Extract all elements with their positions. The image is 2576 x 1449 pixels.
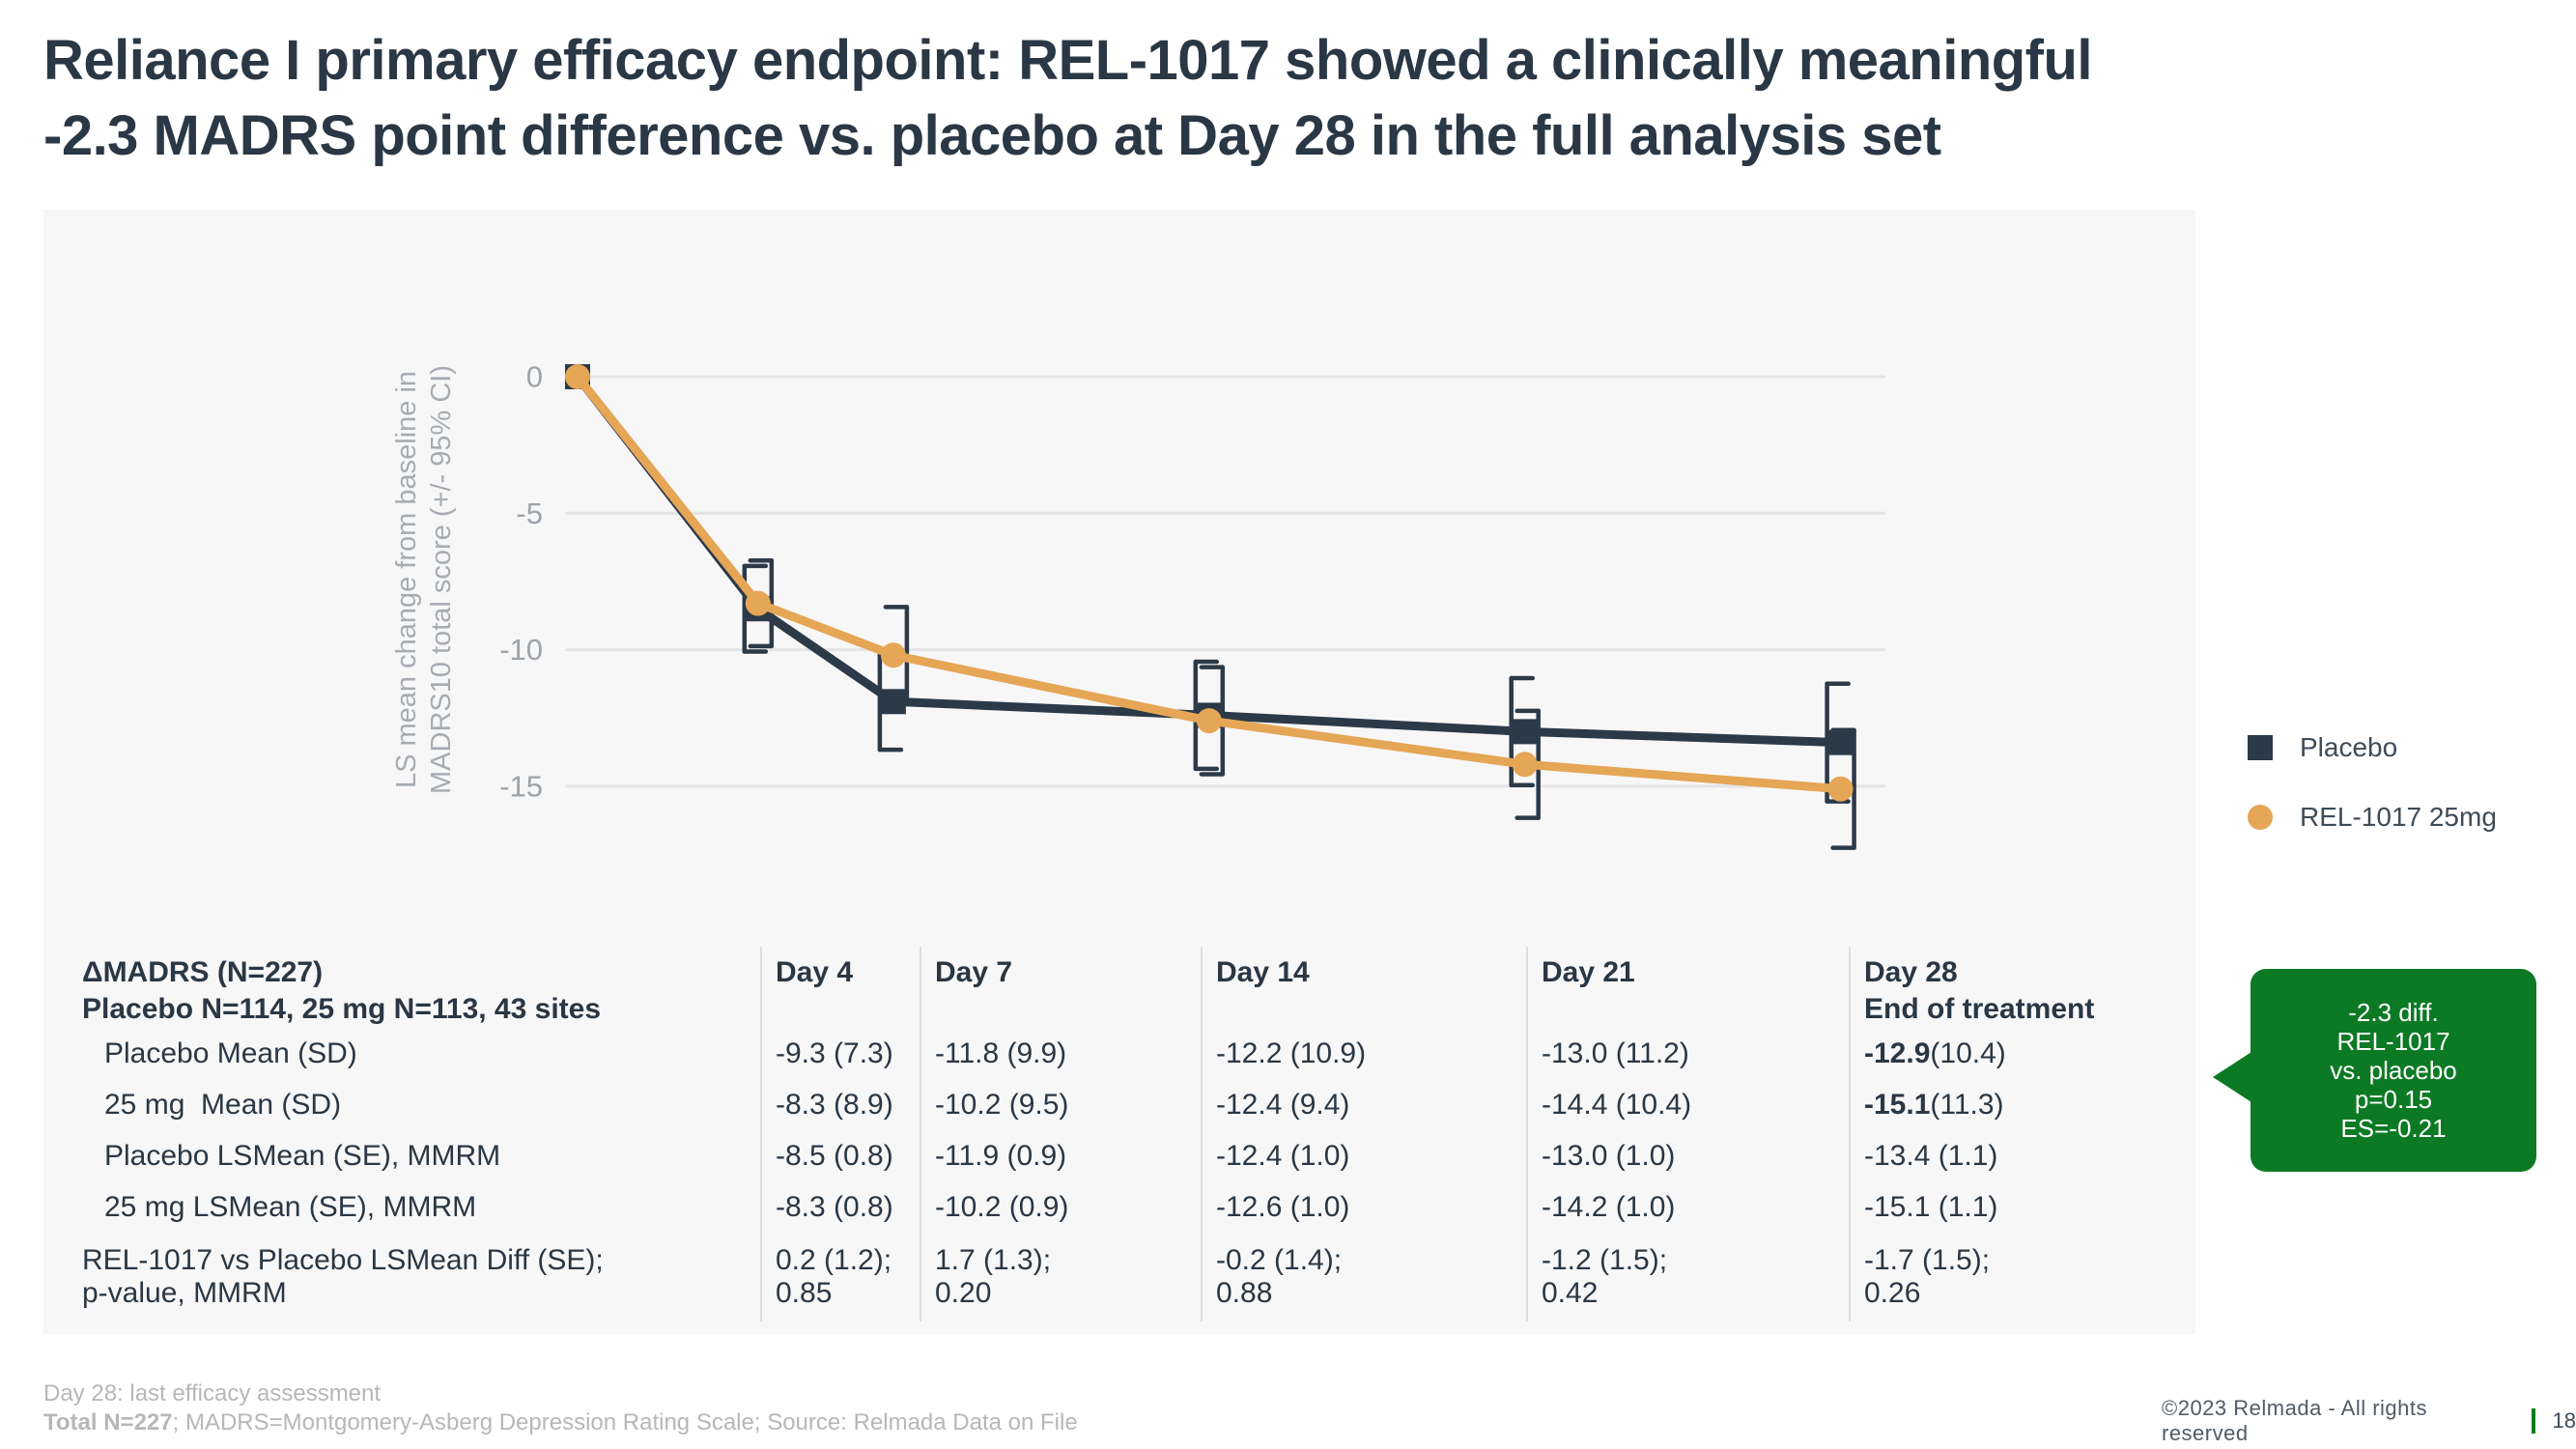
table-cell: -15.1 (1.1) (1849, 1181, 2138, 1233)
table-row-label: Placebo Mean (SD) (104, 1037, 357, 1069)
y-tick-label: -15 (499, 769, 543, 803)
table-row-label: REL-1017 vs Placebo LSMean Diff (SE); p-v… (82, 1244, 604, 1309)
placebo-error-bars (742, 563, 1851, 804)
footnote-line-2: Total N=227; MADRS=Montgomery-Asberg Dep… (43, 1408, 1078, 1437)
chart-table-panel (43, 210, 2195, 1334)
callout-line: vs. placebo (2330, 1056, 2457, 1085)
table-cell: -13.4 (1.1) (1849, 1130, 2138, 1181)
footnotes: Day 28: last efficacy assessment Total N… (43, 1379, 1078, 1437)
callout-arrow-icon (2213, 1052, 2251, 1102)
copyright-text: ©2023 Relmada - All rights reserved (2162, 1396, 2428, 1445)
table-cell: -8.3 (0.8) (760, 1181, 920, 1233)
table-cell: -12.2 (10.9) (1201, 1028, 1526, 1079)
legend-item-placebo: Placebo (2248, 732, 2497, 763)
table-cell: -10.2 (9.5) (920, 1079, 1201, 1130)
table-cell: -13.0 (11.2) (1526, 1028, 1849, 1079)
table-cell: -10.2 (0.9) (920, 1181, 1201, 1233)
table-cell: -1.2 (1.5); 0.42 (1526, 1233, 1849, 1321)
table-cell: -9.3 (7.3) (760, 1028, 920, 1079)
table-header-day-21: Day 21 (1526, 947, 1849, 1028)
rel1017-data-point (880, 642, 906, 668)
footnote-total-n: Total N=227 (43, 1409, 173, 1435)
madrs-line-chart: 0 -5 -10 -15 LS mean change from baseline in… (391, 360, 1885, 850)
table-cell: -12.9 (10.4) (1849, 1028, 2138, 1079)
table-cell: -14.4 (10.4) (1526, 1079, 1849, 1130)
rel1017-data-point (1512, 752, 1538, 778)
rel1017-data-point (1196, 708, 1222, 734)
table-cell: -11.8 (9.9) (920, 1028, 1201, 1079)
rel1017-series (565, 364, 1854, 802)
legend-item-rel1017: REL-1017 25mg (2248, 802, 2497, 833)
table-row-label: Placebo LSMean (SE), MMRM (104, 1139, 501, 1172)
table-cell: -1.7 (1.5); 0.26 (1849, 1233, 2138, 1321)
table-cell: -12.4 (1.0) (1201, 1130, 1526, 1181)
difference-callout: -2.3 diff. REL-1017 vs. placebo p=0.15 E… (2250, 969, 2536, 1172)
madrs-results-table: ΔMADRS (N=227) Placebo N=114, 25 mg N=113… (82, 947, 2138, 1321)
slide-title-line-1: Reliance I primary efficacy endpoint: RE… (43, 29, 2093, 92)
placebo-data-point (1512, 719, 1538, 745)
rel1017-data-point (1827, 776, 1854, 802)
table-header-day-4: Day 4 (760, 947, 920, 1028)
table-header-day-14: Day 14 (1201, 947, 1526, 1028)
y-axis-title: LS mean change from baseline in MADRS10 t… (391, 365, 457, 794)
footnote-line-2-rest: ; MADRS=Montgomery-Asberg Depression Rat… (172, 1409, 1078, 1435)
table-header-label: ΔMADRS (N=227) Placebo N=114, 25 mg N=113… (82, 956, 602, 1025)
y-axis-title-line: MADRS10 total score (+/- 95% CI) (426, 365, 457, 794)
placebo-data-point (1827, 729, 1854, 755)
slide-footer: ©2023 Relmada - All rights reserved 18 (2162, 1396, 2576, 1446)
slide-title-line-2: -2.3 MADRS point difference vs. placebo … (43, 104, 1941, 167)
rel1017-circle-marker-icon (2248, 805, 2273, 830)
table-cell: -8.3 (8.9) (760, 1079, 920, 1130)
y-axis-tick-labels: 0 -5 -10 -15 (499, 360, 543, 804)
table-cell: -8.5 (0.8) (760, 1130, 920, 1181)
y-axis-title-line: LS mean change from baseline in (391, 371, 422, 788)
callout-line: -2.3 diff. (2348, 998, 2439, 1027)
placebo-square-marker-icon (2248, 735, 2273, 760)
table-cell: -11.9 (0.9) (920, 1130, 1201, 1181)
chart-legend: Placebo REL-1017 25mg (2248, 732, 2497, 871)
table-row-label: 25 mg LSMean (SE), MMRM (104, 1190, 477, 1223)
y-tick-label: -10 (499, 633, 543, 667)
footnote-line-1: Day 28: last efficacy assessment (43, 1380, 382, 1406)
table-header-day-28: Day 28 End of treatment (1849, 947, 2138, 1028)
legend-label-rel1017: REL-1017 25mg (2300, 802, 2497, 832)
table-cell: -12.4 (9.4) (1201, 1079, 1526, 1130)
table-row-label: 25 mg Mean (SD) (104, 1088, 342, 1121)
rel1017-data-point (745, 590, 771, 616)
gridlines (565, 375, 1885, 788)
page-number: 18 (2552, 1408, 2576, 1433)
legend-label-placebo: Placebo (2300, 732, 2398, 762)
table-cell: 1.7 (1.3); 0.20 (920, 1233, 1201, 1321)
page-number-divider (2531, 1408, 2535, 1434)
table-cell: -15.1 (11.3) (1849, 1079, 2138, 1130)
table-header-day-7: Day 7 (920, 947, 1201, 1028)
callout-line: ES=-0.21 (2340, 1114, 2447, 1143)
table-cell: -0.2 (1.4); 0.88 (1201, 1233, 1526, 1321)
rel1017-data-point (565, 364, 590, 389)
slide-title: Reliance I primary efficacy endpoint: RE… (43, 23, 2555, 174)
table-cell: -13.0 (1.0) (1526, 1130, 1849, 1181)
table-cell: -12.6 (1.0) (1201, 1181, 1526, 1233)
placebo-data-point (880, 689, 906, 715)
table-cell: -14.2 (1.0) (1526, 1181, 1849, 1233)
callout-line: p=0.15 (2354, 1085, 2433, 1114)
callout-line: REL-1017 (2336, 1027, 2450, 1056)
y-tick-label: 0 (526, 360, 543, 394)
table-cell: 0.2 (1.2); 0.85 (760, 1233, 920, 1321)
y-tick-label: -5 (516, 497, 543, 530)
